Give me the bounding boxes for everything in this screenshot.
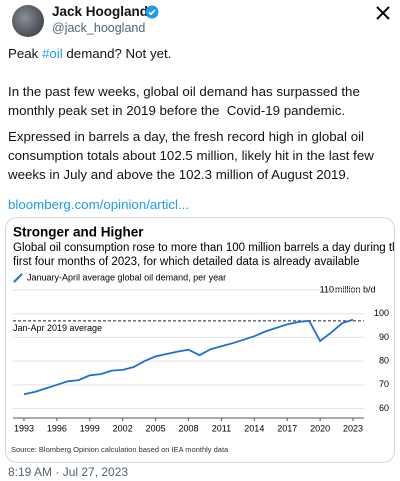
- author-name[interactable]: Jack Hoogland: [52, 4, 149, 19]
- timestamp[interactable]: 8:19 AM · Jul 27, 2023: [8, 465, 129, 479]
- x-tick-label: 2002: [113, 423, 133, 433]
- x-tick-label: 2011: [212, 423, 231, 433]
- x-tick-label: 2020: [310, 423, 330, 433]
- y-tick-label: 80: [379, 355, 389, 365]
- author-handle[interactable]: @jack_hoogland: [52, 21, 146, 35]
- reference-label: Jan-Apr 2019 average: [13, 323, 102, 333]
- y-tick-label: 110: [320, 284, 334, 294]
- tweet-text: Peak #oil demand? Not yet.: [8, 44, 394, 63]
- avatar[interactable]: [12, 5, 44, 37]
- chart-title: Stronger and Higher: [13, 225, 144, 240]
- x-tick-label: 2014: [244, 423, 264, 433]
- tweet-text: In the past few weeks, global oil demand…: [8, 84, 364, 118]
- text: demand? Not yet.: [62, 46, 172, 61]
- y-tick-label: 70: [379, 379, 389, 389]
- text: Peak: [8, 46, 43, 61]
- data-line: [23, 318, 354, 396]
- x-tick-label: 1996: [47, 423, 67, 433]
- y-tick-label: 90: [379, 332, 389, 342]
- link[interactable]: bloomberg.com/opinion/articl...: [8, 197, 190, 212]
- tweet-text: Expressed in barrels a day, the fresh re…: [8, 129, 378, 182]
- y-tick-label: 100: [374, 308, 389, 318]
- verified-badge: [145, 5, 159, 19]
- x-logo[interactable]: [376, 6, 390, 20]
- x-tick-label: 2023: [343, 423, 363, 433]
- x-tick-label: 2008: [178, 423, 198, 433]
- x-tick-label: 1999: [80, 423, 100, 433]
- hashtag[interactable]: #oil: [42, 46, 63, 61]
- x-tick-label: 1993: [14, 423, 34, 433]
- chart-subtitle: first four months of 2023, for which det…: [13, 256, 359, 268]
- chart-subtitle: Global oil consumption rose to more than…: [13, 242, 394, 254]
- x-tick-label: 2005: [146, 423, 166, 433]
- y-tick-label: 60: [379, 403, 389, 413]
- legend-swatch: [13, 273, 23, 283]
- chart: Stronger and Higher Global oil consumpti…: [11, 225, 394, 454]
- x-tick-label: 2017: [277, 423, 297, 433]
- chart-card[interactable]: Stronger and Higher Global oil consumpti…: [5, 217, 395, 463]
- y-unit: million b/d: [335, 284, 376, 294]
- source: Source: Blomberg Opinion calculation bas…: [11, 445, 229, 454]
- legend-label: January-April average global oil demand,…: [27, 272, 226, 282]
